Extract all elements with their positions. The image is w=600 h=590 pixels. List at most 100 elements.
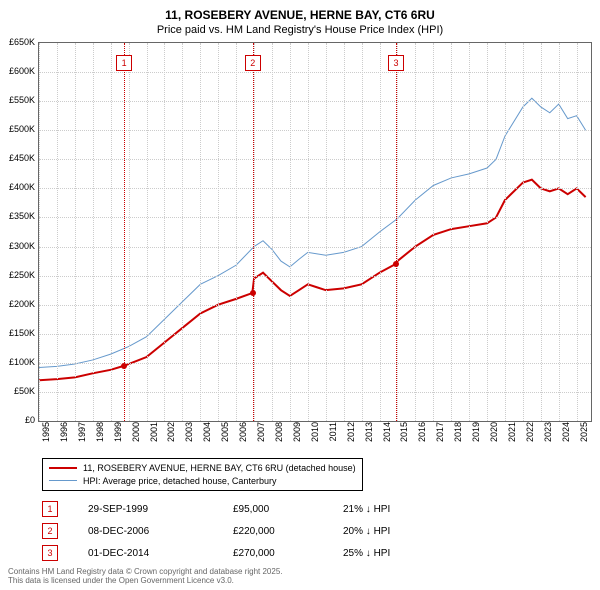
x-tick-label: 2012 (346, 422, 356, 452)
marker-table-box: 2 (42, 523, 58, 539)
x-tick-label: 2010 (310, 422, 320, 452)
marker-table-pct: 21% ↓ HPI (343, 504, 443, 515)
gridline-v (415, 43, 416, 421)
x-tick-label: 1995 (41, 422, 51, 452)
x-tick-label: 2025 (579, 422, 589, 452)
marker-box: 2 (245, 55, 261, 71)
marker-table-row: 301-DEC-2014£270,00025% ↓ HPI (42, 542, 443, 564)
x-tick-label: 2015 (399, 422, 409, 452)
y-tick-label: £50K (14, 386, 35, 396)
gridline-v (93, 43, 94, 421)
y-tick-label: £350K (9, 211, 35, 221)
gridline-v (380, 43, 381, 421)
marker-table-box: 3 (42, 545, 58, 561)
gridline-h (39, 101, 591, 102)
gridline-h (39, 188, 591, 189)
y-tick-label: £300K (9, 241, 35, 251)
chart-subtitle: Price paid vs. HM Land Registry's House … (0, 24, 600, 40)
gridline-v (200, 43, 201, 421)
gridline-h (39, 217, 591, 218)
x-tick-label: 2023 (543, 422, 553, 452)
gridline-h (39, 276, 591, 277)
x-tick-label: 2004 (202, 422, 212, 452)
marker-table: 129-SEP-1999£95,00021% ↓ HPI 2 08-DEC-2006… (42, 498, 443, 564)
footnote: Contains HM Land Registry data © Crown c… (8, 567, 283, 586)
gridline-v (505, 43, 506, 421)
gridline-v (111, 43, 112, 421)
x-tick-label: 1996 (59, 422, 69, 452)
gridline-v (254, 43, 255, 421)
marker-table-price: £220,000 (233, 526, 343, 537)
marker-box: 1 (116, 55, 132, 71)
gridline-v (344, 43, 345, 421)
x-tick-label: 1998 (95, 422, 105, 452)
y-tick-label: £150K (9, 328, 35, 338)
gridline-v (487, 43, 488, 421)
marker-table-price: £95,000 (233, 504, 343, 515)
y-tick-label: £600K (9, 66, 35, 76)
marker-vline (253, 43, 254, 421)
gridline-h (39, 72, 591, 73)
y-tick-label: £200K (9, 299, 35, 309)
legend-row: 11, ROSEBERY AVENUE, HERNE BAY, CT6 6RU … (49, 462, 356, 475)
gridline-v (129, 43, 130, 421)
gridline-v (362, 43, 363, 421)
gridline-v (559, 43, 560, 421)
plot-area: 123 (38, 42, 592, 422)
x-tick-label: 2006 (238, 422, 248, 452)
gridline-v (236, 43, 237, 421)
x-tick-label: 2022 (525, 422, 535, 452)
marker-point (121, 363, 127, 369)
x-tick-label: 2013 (364, 422, 374, 452)
gridline-v (164, 43, 165, 421)
gridline-v (451, 43, 452, 421)
x-tick-label: 2017 (435, 422, 445, 452)
x-tick-label: 2005 (220, 422, 230, 452)
x-tick-label: 2021 (507, 422, 517, 452)
gridline-v (433, 43, 434, 421)
x-tick-label: 2016 (417, 422, 427, 452)
y-tick-label: £250K (9, 270, 35, 280)
marker-table-row: 129-SEP-1999£95,00021% ↓ HPI (42, 498, 443, 520)
gridline-v (57, 43, 58, 421)
x-tick-label: 2001 (149, 422, 159, 452)
gridline-v (308, 43, 309, 421)
marker-table-pct: 20% ↓ HPI (343, 526, 443, 537)
gridline-v (39, 43, 40, 421)
gridline-v (75, 43, 76, 421)
x-tick-label: 2000 (131, 422, 141, 452)
x-tick-label: 2024 (561, 422, 571, 452)
gridline-v (577, 43, 578, 421)
y-tick-label: £450K (9, 153, 35, 163)
x-tick-label: 2003 (184, 422, 194, 452)
gridline-v (523, 43, 524, 421)
series-line (39, 98, 586, 367)
gridline-h (39, 392, 591, 393)
marker-table-date: 29-SEP-1999 (88, 504, 233, 515)
gridline-v (272, 43, 273, 421)
marker-table-row: 2 08-DEC-2006£220,00020% ↓ HPI (42, 520, 443, 542)
marker-table-date: 01-DEC-2014 (88, 548, 233, 559)
x-tick-label: 2002 (166, 422, 176, 452)
gridline-h (39, 130, 591, 131)
x-tick-label: 2011 (328, 422, 338, 452)
gridline-v (469, 43, 470, 421)
y-tick-label: £0 (25, 415, 35, 425)
gridline-v (397, 43, 398, 421)
gridline-h (39, 305, 591, 306)
x-tick-label: 2014 (382, 422, 392, 452)
x-tick-label: 1997 (77, 422, 87, 452)
gridline-v (147, 43, 148, 421)
gridline-v (182, 43, 183, 421)
footnote-line-1: Contains HM Land Registry data © Crown c… (8, 567, 283, 577)
marker-table-date: 08-DEC-2006 (88, 526, 233, 537)
chart-container: 11, ROSEBERY AVENUE, HERNE BAY, CT6 6RU … (0, 0, 600, 590)
x-tick-label: 2008 (274, 422, 284, 452)
x-tick-label: 1999 (113, 422, 123, 452)
footnote-line-2: This data is licensed under the Open Gov… (8, 576, 283, 586)
legend-swatch (49, 480, 77, 481)
y-tick-label: £500K (9, 124, 35, 134)
x-tick-label: 2020 (489, 422, 499, 452)
marker-table-price: £270,000 (233, 548, 343, 559)
y-tick-label: £650K (9, 37, 35, 47)
